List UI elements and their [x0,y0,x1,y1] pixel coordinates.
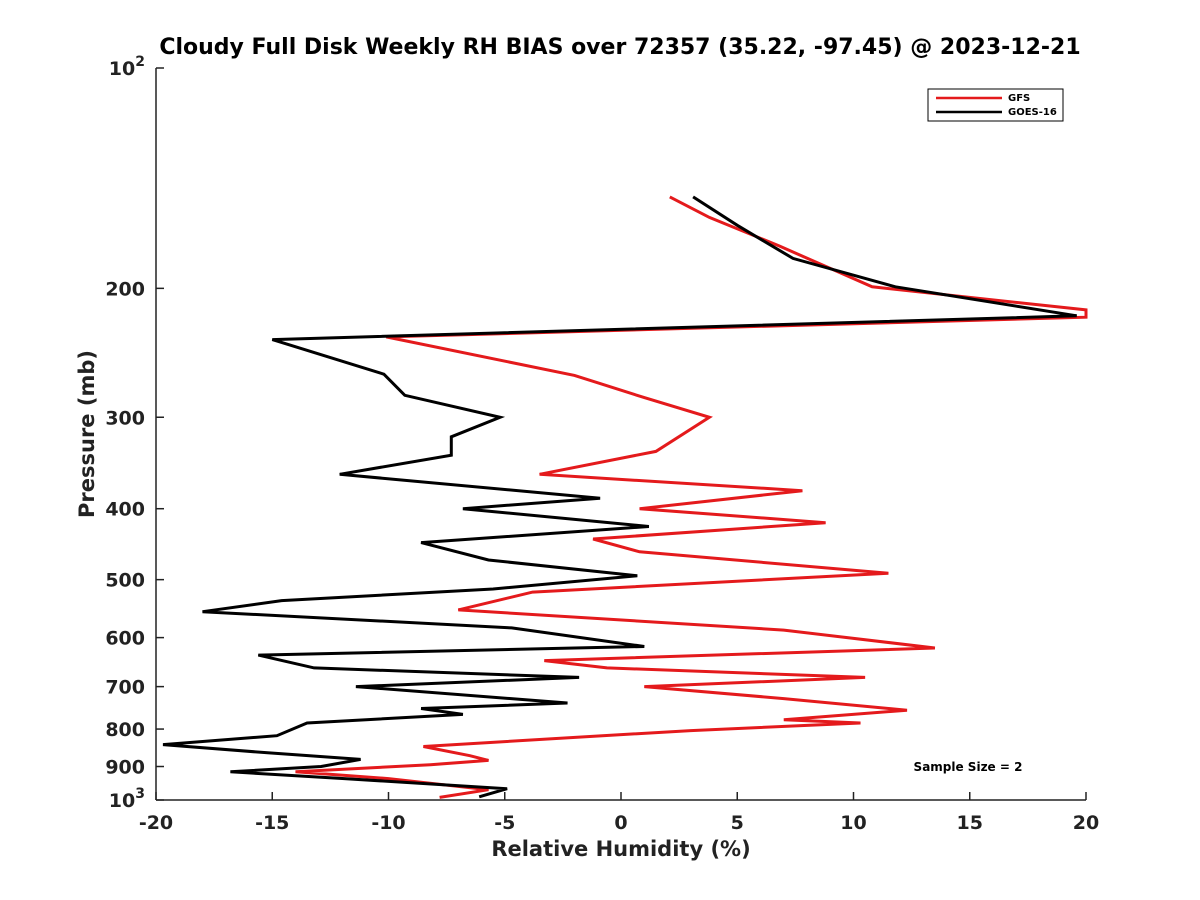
y-tick-label: 700 [105,677,145,699]
y-tick-label: 102 [109,54,145,80]
series-line-goes16 [162,195,1077,799]
x-axis-label: Relative Humidity (%) [491,837,750,861]
y-tick-label: 600 [105,628,145,650]
y-tick-label: 500 [105,570,145,592]
series-layer [162,195,1088,799]
x-tick-label: 5 [731,812,744,834]
x-tick-label: 0 [614,812,627,834]
x-tick-label: -15 [255,812,289,834]
sample-size-annotation: Sample Size = 2 [914,760,1023,774]
y-ticks: 102 200 300 400 500 600 700 800 900 103 [105,54,164,812]
y-tick-label: 200 [105,278,145,300]
x-tick-label: 20 [1073,812,1099,834]
y-tick-label: 400 [105,499,145,521]
legend-label-gfs: GFS [1008,93,1030,104]
y-tick-label: 800 [105,719,145,741]
y-tick-label: 103 [109,786,145,812]
legend-box [927,88,1064,122]
x-tick-label: -10 [371,812,405,834]
legend: GFS GOES-16 [927,88,1064,122]
x-tick-label: 15 [957,812,983,834]
y-tick-label: 900 [105,757,145,779]
x-ticks: -20 -15 -10 -5 0 5 10 15 20 [139,792,1099,834]
legend-label-goes16: GOES-16 [1008,107,1057,118]
series-line-gfs [295,195,1088,799]
y-axis-label: Pressure (mb) [75,350,99,518]
x-tick-label: 10 [840,812,866,834]
plot-frame [156,68,1086,800]
y-tick-label: 300 [105,407,145,429]
x-tick-label: -20 [139,812,173,834]
x-tick-label: -5 [494,812,515,834]
chart-title: Cloudy Full Disk Weekly RH BIAS over 723… [159,35,1080,60]
